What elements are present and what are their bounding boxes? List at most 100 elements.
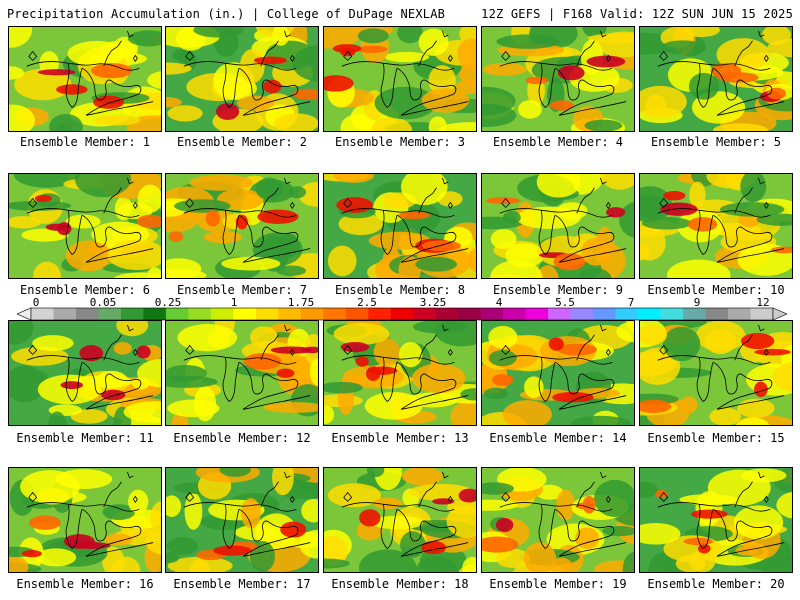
- colorbar-max-arrow: [772, 307, 787, 321]
- precip-map: [482, 27, 634, 131]
- ensemble-member-label: Ensemble Member: 16: [16, 577, 154, 591]
- ensemble-member-label: Ensemble Member: 20: [647, 577, 785, 591]
- colorbar-swatch: [31, 308, 54, 320]
- precip-map: [640, 468, 792, 572]
- precip-map: [166, 468, 318, 572]
- precip-map: [640, 27, 792, 131]
- ensemble-map-panel: [165, 173, 319, 279]
- colorbar-swatch: [548, 308, 571, 320]
- precip-map: [166, 174, 318, 278]
- ensemble-member-label: Ensemble Member: 9: [492, 283, 624, 297]
- colorbar-swatch: [705, 308, 729, 320]
- ensemble-map-panel: [639, 173, 793, 279]
- colorbar-swatch: [570, 308, 594, 320]
- coastline: [499, 471, 627, 557]
- ensemble-map-panel: [481, 173, 635, 279]
- colorbar-swatch: [345, 308, 369, 320]
- precip-map: [324, 321, 476, 425]
- coastline: [341, 471, 469, 557]
- colorbar-swatch: [98, 308, 122, 320]
- colorbar-tick-label: 5.5: [555, 296, 575, 309]
- colorbar-tick-label: 7: [627, 296, 635, 309]
- page-title: Precipitation Accumulation (in.) | Colle…: [7, 7, 446, 21]
- colorbar-swatch: [683, 308, 706, 320]
- coastline: [26, 471, 154, 557]
- colorbar-tick-label: 3.25: [419, 296, 447, 309]
- ensemble-member-label: Ensemble Member: 7: [176, 283, 308, 297]
- coastline: [341, 30, 469, 116]
- colorbar-swatch: [728, 308, 751, 320]
- coastline: [499, 177, 627, 263]
- ensemble-map-panel: [165, 320, 319, 426]
- ensemble-map-panel: [323, 173, 477, 279]
- colorbar-swatch: [458, 308, 481, 320]
- precip-map: [166, 321, 318, 425]
- ensemble-member-label: Ensemble Member: 6: [19, 283, 151, 297]
- colorbar: [17, 307, 787, 321]
- ensemble-member-label: Ensemble Member: 8: [334, 283, 466, 297]
- ensemble-member-label: Ensemble Member: 10: [647, 283, 785, 297]
- ensemble-map-panel: [165, 26, 319, 132]
- ensemble-member-label: Ensemble Member: 12: [173, 431, 311, 445]
- colorbar-min-arrow: [17, 307, 32, 321]
- colorbar-tick-label: 0.05: [89, 296, 117, 309]
- precip-map: [640, 321, 792, 425]
- precip-map: [482, 321, 634, 425]
- coastline: [657, 177, 785, 263]
- colorbar-swatch: [233, 308, 257, 320]
- ensemble-member-label: Ensemble Member: 18: [331, 577, 469, 591]
- colorbar-swatch: [660, 308, 684, 320]
- coastline: [499, 324, 627, 410]
- colorbar-tick-label: 12: [756, 296, 770, 309]
- coastline: [183, 177, 311, 263]
- ensemble-map-panel: [639, 26, 793, 132]
- ensemble-member-label: Ensemble Member: 14: [489, 431, 627, 445]
- precip-map: [9, 174, 161, 278]
- coastline: [341, 177, 469, 263]
- ensemble-map-panel: [8, 26, 162, 132]
- precip-map: [166, 27, 318, 131]
- ensemble-member-label: Ensemble Member: 19: [489, 577, 627, 591]
- precip-map: [482, 174, 634, 278]
- precip-map: [324, 468, 476, 572]
- coastline: [499, 30, 627, 116]
- ensemble-map-panel: [165, 467, 319, 573]
- ensemble-map-panel: [481, 26, 635, 132]
- colorbar-swatch: [75, 308, 99, 320]
- ensemble-member-label: Ensemble Member: 4: [492, 135, 624, 149]
- colorbar-swatch: [165, 308, 189, 320]
- colorbar-tick-label: 0.25: [154, 296, 182, 309]
- colorbar-tick-label: 2.5: [357, 296, 377, 309]
- ensemble-member-label: Ensemble Member: 15: [647, 431, 785, 445]
- colorbar-tick-label: 4: [495, 296, 503, 309]
- colorbar-swatch: [503, 308, 526, 320]
- colorbar-swatch: [255, 308, 279, 320]
- ensemble-map-panel: [481, 320, 635, 426]
- colorbar-swatch: [413, 308, 437, 320]
- colorbar-tick-label: 1: [230, 296, 238, 309]
- colorbar-swatch: [525, 308, 549, 320]
- colorbar-swatch: [593, 308, 616, 320]
- ensemble-member-label: Ensemble Member: 11: [16, 431, 154, 445]
- precip-map: [324, 174, 476, 278]
- colorbar-swatch: [615, 308, 639, 320]
- coastline: [26, 30, 154, 116]
- precip-map: [9, 27, 161, 131]
- coastline: [183, 30, 311, 116]
- coastline: [657, 471, 785, 557]
- colorbar-tick-label: 1.75: [287, 296, 315, 309]
- precip-map: [9, 321, 161, 425]
- ensemble-map-panel: [323, 26, 477, 132]
- run-info: 12Z GEFS | F168 Valid: 12Z SUN JUN 15 20…: [481, 7, 793, 21]
- coastline: [657, 30, 785, 116]
- colorbar-swatch: [480, 308, 504, 320]
- precip-map: [324, 27, 476, 131]
- ensemble-map-panel: [323, 320, 477, 426]
- colorbar-swatch: [120, 308, 144, 320]
- ensemble-map-panel: [8, 320, 162, 426]
- colorbar-swatch: [368, 308, 392, 320]
- coastline: [183, 471, 311, 557]
- colorbar-swatch: [53, 308, 77, 320]
- coastline: [657, 324, 785, 410]
- ensemble-member-label: Ensemble Member: 3: [334, 135, 466, 149]
